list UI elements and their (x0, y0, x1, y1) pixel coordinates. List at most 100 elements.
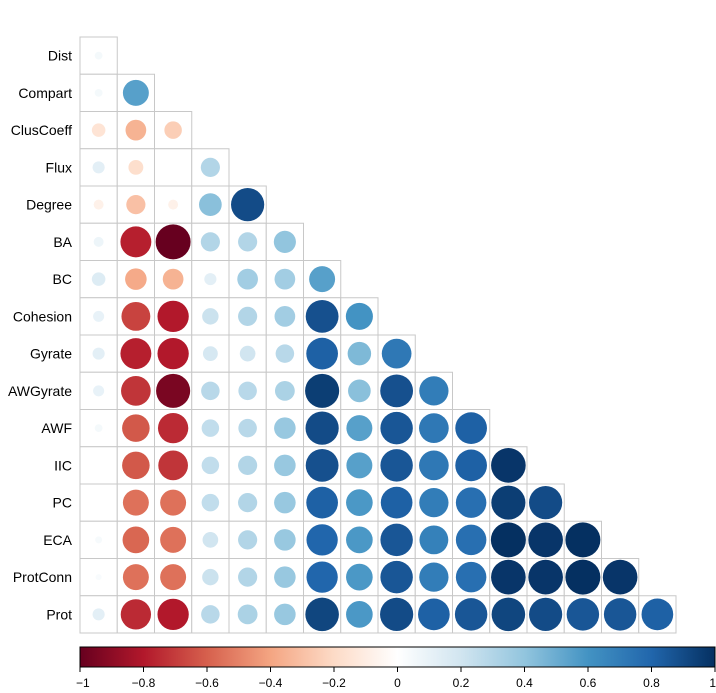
corr-circle-degree-compart (126, 195, 146, 215)
corr-circle-pc-cluscoeff (160, 489, 187, 516)
corr-circle-degree-flux (199, 193, 222, 216)
corr-circle-pc-degree (238, 493, 258, 513)
corr-circle-ba-compart (120, 226, 152, 258)
corr-circle-bc-ba (274, 268, 296, 290)
corr-circle-iic-awf (455, 449, 487, 482)
corr-circle-awgyrate-cluscoeff (156, 373, 191, 408)
corr-circle-gyrate-bc (306, 337, 338, 370)
colorbar-tick-label: −0.6 (195, 676, 219, 690)
corr-circle-prot-protconn (603, 598, 637, 631)
corr-circle-pc-ba (274, 491, 296, 514)
corr-circle-flux-flux (200, 157, 220, 177)
row-label-awgyrate: AWGyrate (8, 383, 72, 399)
row-label-gyrate: Gyrate (30, 346, 72, 362)
corr-circle-eca-flux (202, 532, 219, 548)
corr-circle-awf-dist (94, 424, 103, 433)
corr-circle-protconn-eca (565, 559, 601, 595)
corr-circle-protconn-awf (455, 561, 487, 593)
corr-circle-gyrate-ba (275, 344, 295, 363)
colorbar-gradient (80, 647, 715, 667)
corr-circle-cohesion-flux (202, 308, 219, 325)
colorbar-tick-label: 1 (709, 676, 716, 690)
corr-circle-protconn-gyrate (380, 560, 413, 594)
corr-circle-prot-pc (529, 597, 563, 631)
matrix-cell (116, 148, 155, 187)
corr-circle-eca-pc (528, 522, 563, 558)
corr-circle-awgyrate-flux (201, 381, 220, 401)
matrix-cell (191, 185, 230, 224)
corr-circle-pc-dist (98, 502, 100, 504)
corr-circle-awf-flux (201, 419, 220, 437)
corr-circle-cohesion-dist (93, 310, 105, 322)
row-label-eca: ECA (43, 532, 72, 548)
row-label-pc: PC (53, 495, 72, 511)
corr-circle-pc-awf (455, 487, 487, 518)
corr-circle-flux-cluscoeff (172, 166, 174, 168)
corr-circle-cohesion-degree (238, 306, 258, 326)
corr-circle-eca-eca (565, 522, 601, 558)
corr-circle-cohesion-compart (121, 301, 151, 331)
corr-circle-awgyrate-cohesion (348, 379, 371, 403)
corr-circle-gyrate-flux (202, 346, 218, 362)
corr-circle-protconn-cluscoeff (160, 564, 187, 591)
colorbar-tick-label: 0 (394, 676, 401, 690)
corr-circle-protconn-flux (202, 568, 219, 586)
corr-circle-awf-degree (238, 418, 257, 438)
corr-circle-iic-cluscoeff (158, 450, 188, 481)
corr-circle-protconn-iic (491, 559, 526, 595)
corr-circle-protconn-degree (238, 567, 258, 587)
corr-circle-iic-gyrate (380, 449, 413, 482)
row-labels: Dist Compart ClusCoeff Flux Degree BA BC Cohesi… (8, 48, 73, 623)
corr-circle-flux-dist (92, 161, 105, 174)
colorbar-tick-label: −1 (76, 676, 90, 690)
corr-circle-awgyrate-ba (274, 380, 295, 401)
corr-circle-protconn-compart (122, 564, 149, 591)
corr-circle-prot-iic (491, 597, 526, 632)
corr-circle-eca-ba (274, 529, 296, 551)
corr-circle-iic-iic (491, 448, 526, 483)
corr-circle-iic-degree (238, 455, 258, 475)
corr-circle-iic-bc (305, 448, 339, 482)
corr-circle-awgyrate-degree (238, 381, 257, 401)
colorbar-tick-label: 0.4 (516, 676, 533, 690)
corr-circle-awf-bc (305, 411, 339, 445)
colorbar-tick-label: −0.2 (322, 676, 346, 690)
corr-circle-cohesion-cohesion (345, 302, 373, 330)
corr-circle-protconn-ba (274, 566, 296, 588)
corr-circle-pc-cohesion (346, 489, 373, 516)
colorbar-tick-label: 0.6 (580, 676, 597, 690)
corr-circle-iic-awgyrate (419, 450, 449, 481)
row-label-cluscoeff: ClusCoeff (11, 122, 72, 138)
corr-circle-cluscoeff-cluscoeff (164, 121, 182, 139)
corr-circle-cluscoeff-compart (125, 119, 147, 141)
corr-circle-pc-flux (201, 493, 220, 512)
corr-circle-awf-ba (274, 417, 296, 439)
corr-circle-eca-compart (122, 526, 150, 554)
corr-circle-bc-flux (204, 273, 217, 286)
corr-circle-pc-gyrate (380, 486, 413, 519)
corr-circle-awgyrate-gyrate (380, 374, 414, 408)
cells-layer (79, 36, 677, 634)
corr-circle-eca-iic (490, 522, 526, 558)
corr-circle-eca-awgyrate (419, 525, 449, 555)
corr-circle-pc-awgyrate (419, 487, 449, 518)
row-label-cohesion: Cohesion (13, 308, 72, 324)
corr-circle-eca-gyrate (380, 523, 413, 557)
row-label-degree: Degree (26, 197, 72, 213)
corr-circle-prot-degree (237, 604, 258, 625)
corr-circle-prot-awgyrate (418, 598, 450, 631)
corr-circle-gyrate-cluscoeff (157, 337, 189, 370)
corr-circle-iic-flux (201, 456, 220, 475)
corr-circle-prot-ba (274, 603, 296, 626)
corr-circle-protconn-awgyrate (419, 562, 449, 592)
corr-circle-eca-cohesion (346, 526, 373, 554)
corr-circle-bc-bc (309, 266, 336, 293)
corr-circle-dist-dist (94, 51, 103, 60)
corr-circle-prot-gyrate (380, 597, 414, 631)
corr-circle-awgyrate-dist (93, 385, 105, 397)
corr-circle-prot-prot (641, 598, 674, 631)
row-label-prot: Prot (46, 606, 72, 622)
corr-circle-pc-compart (122, 489, 149, 516)
row-label-bc: BC (53, 271, 72, 287)
